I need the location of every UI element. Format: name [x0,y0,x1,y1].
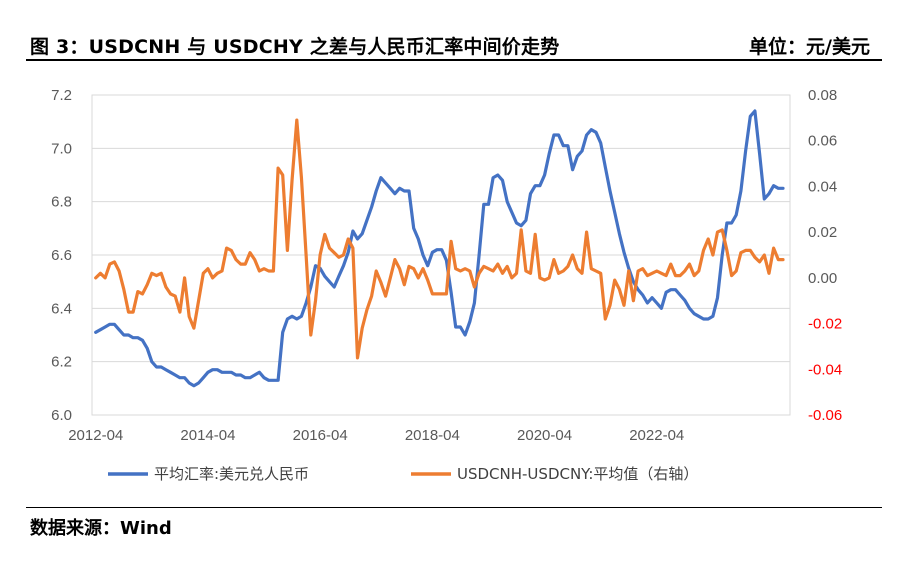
x-tick-label: 2014-04 [180,427,235,444]
y-right-tick-label: 0.02 [808,224,837,241]
figure-header: 图 3：USDCNH 与 USDCHY 之差与人民币汇率中间价走势 单位：元/美… [30,30,880,60]
y-right-tick-label: 0.08 [808,87,837,104]
legend-label: USDCNH-USDCNY:平均值（右轴） [457,465,698,483]
source-note: 数据来源：Wind [30,518,172,539]
y-right-tick-label: -0.06 [808,407,842,424]
x-tick-label: 2022-04 [629,427,684,444]
y-left-tick-label: 6.4 [51,300,72,317]
y-right-tick-label: -0.02 [808,316,842,333]
y-left-tick-label: 6.2 [51,354,72,371]
y-right-tick-label: -0.04 [808,361,842,378]
series-line-spread [94,118,785,360]
legend-label: 平均汇率:美元兑人民币 [154,465,309,483]
y-right-tick-label: 0.06 [808,133,837,150]
x-tick-label: 2018-04 [405,427,460,444]
y-left-tick-label: 7.2 [51,87,72,104]
y-left-tick-label: 6.8 [51,194,72,211]
x-tick-label: 2012-04 [68,427,123,444]
y-left-tick-label: 6.0 [51,407,72,424]
y-right-tick-label: 0.00 [808,270,837,287]
series-line-exchange-rate [94,109,785,388]
figure-title: 图 3：USDCNH 与 USDCHY 之差与人民币汇率中间价走势 [30,36,560,58]
y-right-tick-label: 0.04 [808,178,837,195]
unit-label: 单位：元/美元 [749,36,870,58]
source-rule [26,507,882,508]
x-tick-label: 2020-04 [517,427,572,444]
y-left-tick-label: 6.6 [51,247,72,264]
y-left-tick-label: 7.0 [51,140,72,157]
x-tick-label: 2016-04 [293,427,348,444]
title-rule [26,59,882,61]
